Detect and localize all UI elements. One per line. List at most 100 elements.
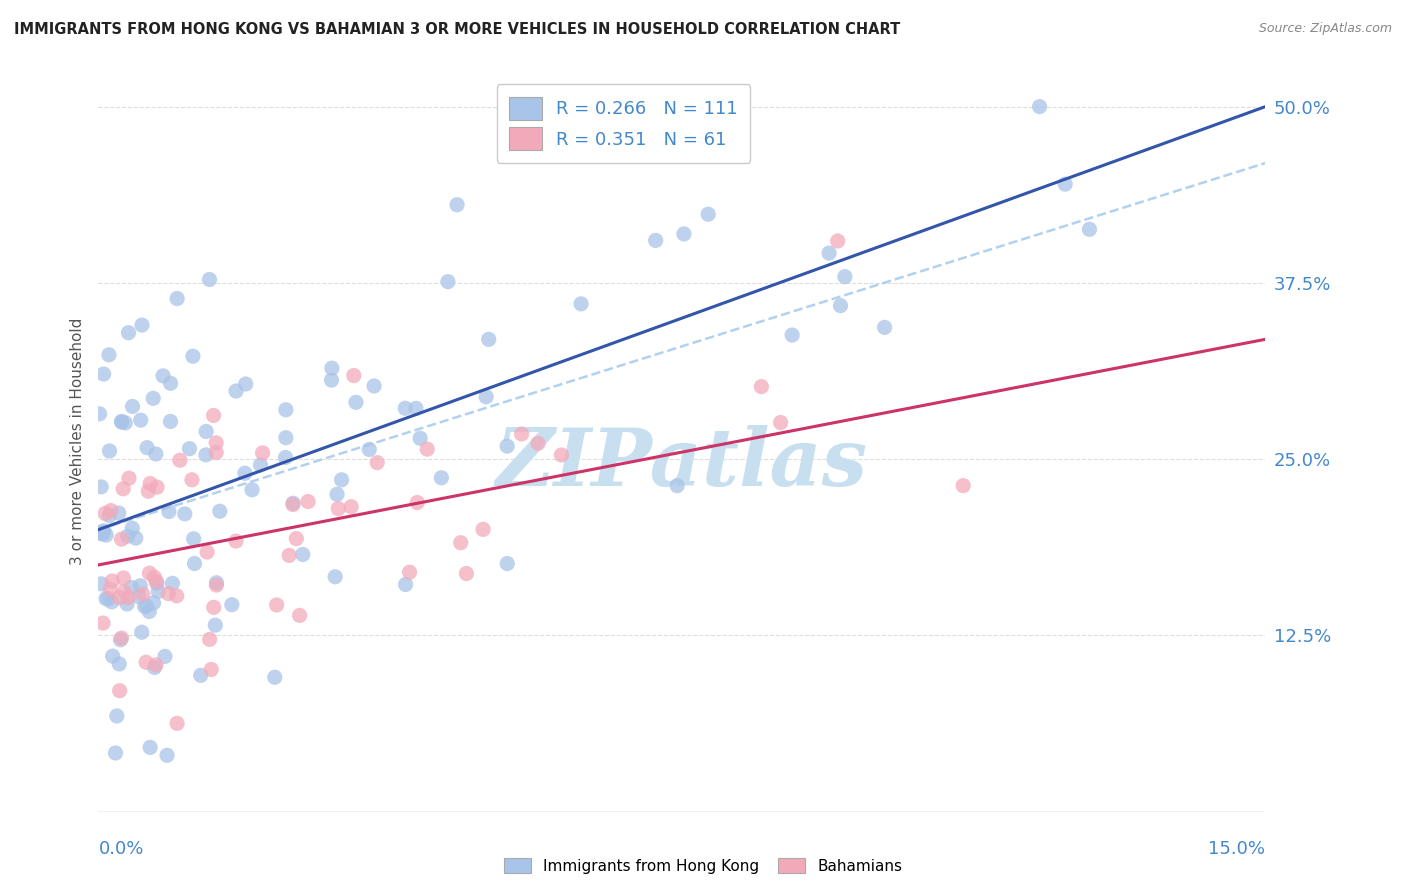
Point [110, 414, 132, 428]
Point [249, 458, 271, 472]
Point [416, 442, 439, 457]
Point [143, 570, 166, 584]
Point [142, 596, 165, 610]
Point [157, 586, 180, 600]
Point [110, 532, 132, 546]
Point [252, 446, 274, 460]
Point [644, 234, 666, 248]
Point [672, 227, 695, 241]
Point [110, 632, 132, 647]
Point [1078, 222, 1101, 236]
Point [132, 587, 155, 601]
Point [274, 402, 297, 417]
Point [472, 522, 495, 536]
Point [181, 349, 204, 363]
Point [146, 576, 169, 591]
Point [142, 392, 165, 406]
Point [101, 574, 124, 588]
Point [873, 320, 896, 334]
Point [205, 445, 228, 459]
Text: ZIPatlas: ZIPatlas [496, 425, 868, 502]
Point [139, 740, 162, 755]
Point [145, 447, 167, 461]
Point [263, 670, 285, 684]
Point [550, 448, 572, 462]
Point [204, 618, 226, 632]
Point [166, 589, 188, 603]
Point [104, 746, 127, 760]
Point [366, 456, 388, 470]
Point [344, 395, 367, 409]
Point [159, 414, 181, 428]
Point [138, 566, 160, 581]
Point [321, 373, 343, 387]
Point [398, 565, 420, 579]
Point [110, 631, 132, 645]
Point [195, 448, 218, 462]
Point [156, 748, 179, 763]
Point [117, 326, 139, 340]
Point [162, 576, 184, 591]
Point [173, 507, 195, 521]
Point [406, 495, 429, 509]
Point [117, 529, 139, 543]
Point [834, 269, 856, 284]
Point [129, 579, 152, 593]
Point [135, 599, 157, 613]
Point [93, 524, 115, 538]
Point [166, 716, 188, 731]
Point [105, 709, 128, 723]
Point [221, 598, 243, 612]
Point [198, 272, 221, 286]
Point [769, 416, 792, 430]
Point [136, 484, 159, 499]
Point [291, 548, 314, 562]
Point [326, 487, 349, 501]
Point [159, 376, 181, 391]
Point [281, 498, 304, 512]
Point [198, 632, 221, 647]
Text: IMMIGRANTS FROM HONG KONG VS BAHAMIAN 3 OR MORE VEHICLES IN HOUSEHOLD CORRELATIO: IMMIGRANTS FROM HONG KONG VS BAHAMIAN 3 … [14, 22, 900, 37]
Point [288, 608, 311, 623]
Point [200, 663, 222, 677]
Point [235, 376, 257, 391]
Point [114, 416, 136, 430]
Point [751, 379, 773, 393]
Point [148, 584, 170, 599]
Point [202, 409, 225, 423]
Point [153, 649, 176, 664]
Point [952, 478, 974, 492]
Point [278, 549, 301, 563]
Point [343, 368, 366, 383]
Point [697, 207, 720, 221]
Point [121, 400, 143, 414]
Point [527, 436, 550, 450]
Point [121, 581, 143, 595]
Point [666, 478, 689, 492]
Point [169, 453, 191, 467]
Point [437, 275, 460, 289]
Point [90, 526, 112, 541]
Point [145, 574, 167, 589]
Point [478, 332, 501, 346]
Point [569, 297, 592, 311]
Point [131, 318, 153, 332]
Point [225, 384, 247, 398]
Point [818, 246, 841, 260]
Point [274, 431, 297, 445]
Point [90, 577, 112, 591]
Point [830, 299, 852, 313]
Point [101, 649, 124, 664]
Point [208, 504, 231, 518]
Point [205, 578, 228, 592]
Point [780, 328, 803, 343]
Point [98, 582, 121, 597]
Legend: Immigrants from Hong Kong, Bahamians: Immigrants from Hong Kong, Bahamians [498, 852, 908, 880]
Point [100, 595, 122, 609]
Point [510, 427, 533, 442]
Point [90, 480, 112, 494]
Point [328, 501, 350, 516]
Point [108, 591, 131, 605]
Point [297, 494, 319, 508]
Point [274, 450, 297, 465]
